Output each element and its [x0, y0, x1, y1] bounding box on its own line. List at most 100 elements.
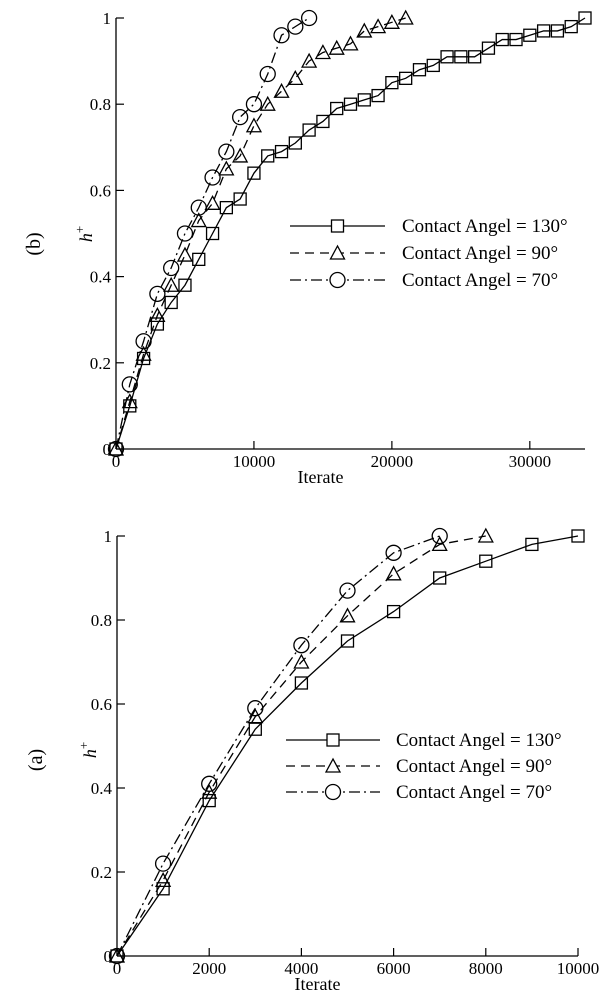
- data-point-triangle: [287, 69, 304, 85]
- data-point-triangle: [431, 536, 448, 552]
- legend-marker-circle: [329, 271, 346, 289]
- data-point-square: [294, 676, 309, 690]
- y-axis-label: h+: [76, 742, 100, 758]
- x-tick-label: 30000: [509, 452, 552, 471]
- data-point-triangle: [385, 565, 402, 581]
- y-tick-label: 0: [103, 440, 112, 459]
- data-point-square: [247, 166, 261, 180]
- series-circle: [107, 9, 318, 458]
- data-point-triangle: [107, 440, 125, 456]
- data-point-triangle: [328, 39, 345, 55]
- data-point-circle: [245, 96, 263, 113]
- data-point-circle: [107, 440, 125, 458]
- series-line: [116, 535, 486, 957]
- data-point-triangle: [369, 18, 387, 34]
- data-point-square: [150, 317, 165, 331]
- series-triangle: [107, 9, 414, 456]
- data-point-square: [274, 144, 289, 159]
- legend-entry: Contact Angel = 70°: [286, 782, 552, 803]
- data-point-square: [343, 97, 358, 111]
- series-line: [116, 535, 440, 957]
- data-point-circle: [300, 9, 318, 27]
- chart-panel-b: 0 10000 20000 30000 0 0.2 0.4 0.6 0.8 1 Iterate h+ (…: [23, 9, 592, 487]
- y-axis-label-sup: +: [72, 226, 87, 233]
- data-point-square: [357, 93, 371, 107]
- x-tick-label: 2000: [192, 959, 226, 978]
- series-line: [115, 17, 586, 450]
- data-point-circle: [201, 775, 218, 792]
- data-point-square: [340, 634, 355, 648]
- legend-entry: Contact Angel = 130°: [290, 216, 568, 237]
- data-point-circle: [204, 169, 221, 186]
- data-point-square: [192, 252, 206, 267]
- data-point-circle: [287, 18, 304, 35]
- legend-entry: Contact Angel = 90°: [286, 756, 552, 777]
- data-point-square: [205, 226, 220, 241]
- data-point-square: [550, 24, 565, 38]
- data-point-square: [164, 295, 178, 310]
- data-point-circle: [149, 285, 166, 302]
- x-axis-label: Iterate: [298, 467, 344, 487]
- y-tick-label: 0.2: [90, 354, 111, 373]
- legend-label: Contact Angel = 90°: [396, 756, 552, 777]
- x-tick-label: 10000: [557, 959, 600, 978]
- legend-label: Contact Angel = 130°: [396, 730, 562, 751]
- data-point-circle: [163, 259, 180, 277]
- panel-label: (b): [23, 232, 45, 255]
- data-point-triangle: [218, 160, 235, 176]
- data-point-triangle: [232, 147, 249, 163]
- data-point-circle: [293, 637, 310, 654]
- data-point-triangle: [149, 307, 166, 323]
- data-point-square: [426, 58, 440, 73]
- data-point-triangle: [314, 44, 332, 60]
- data-point-triangle: [356, 22, 373, 38]
- x-tick-label: 4000: [284, 959, 318, 978]
- data-point-triangle: [190, 212, 207, 228]
- data-point-square: [440, 50, 454, 64]
- data-point-triangle: [273, 82, 290, 98]
- data-point-square: [495, 32, 509, 47]
- y-tick-label: 1: [103, 9, 112, 28]
- y-tick-label: 0.6: [90, 181, 111, 200]
- data-point-triangle: [163, 276, 180, 292]
- data-point-square: [525, 537, 539, 552]
- data-point-circle: [218, 143, 235, 160]
- legend-marker-circle: [324, 783, 342, 801]
- data-point-triangle: [155, 872, 172, 888]
- legend-label: Contact Angel = 70°: [396, 782, 552, 803]
- data-point-square: [571, 529, 585, 543]
- data-point-triangle: [259, 95, 276, 111]
- data-point-triangle: [201, 783, 218, 799]
- legend-label: Contact Angel = 70°: [402, 270, 558, 291]
- data-point-triangle: [339, 607, 356, 623]
- data-point-circle: [154, 855, 172, 872]
- y-axis-label: h+: [72, 226, 96, 242]
- data-point-circle: [339, 582, 356, 599]
- data-point-square: [481, 41, 496, 55]
- data-point-square: [202, 793, 216, 808]
- x-tick-label: 6000: [377, 959, 411, 978]
- data-point-square: [386, 604, 401, 619]
- y-tick-label: 0.8: [91, 611, 112, 630]
- data-point-circle: [385, 544, 402, 561]
- legend-label: Contact Angel = 90°: [402, 243, 558, 264]
- data-point-triangle: [204, 194, 221, 210]
- data-point-square: [178, 278, 192, 292]
- legend-entry: Contact Angel = 70°: [290, 270, 558, 291]
- data-point-square: [288, 136, 302, 150]
- legend-marker-triangle: [324, 757, 342, 773]
- data-point-triangle: [108, 947, 126, 963]
- data-point-square: [536, 24, 551, 38]
- data-point-square: [399, 71, 413, 85]
- x-tick-label: 8000: [469, 959, 503, 978]
- series-line: [115, 17, 406, 450]
- data-point-triangle: [293, 653, 310, 669]
- data-point-square: [219, 200, 234, 215]
- data-point-square: [479, 554, 493, 568]
- y-tick-label: 0.8: [90, 95, 111, 114]
- data-point-triangle: [383, 13, 400, 29]
- legend-entry: Contact Angel = 130°: [286, 730, 562, 751]
- y-tick-label: 0.6: [91, 695, 112, 714]
- data-point-square: [509, 32, 523, 47]
